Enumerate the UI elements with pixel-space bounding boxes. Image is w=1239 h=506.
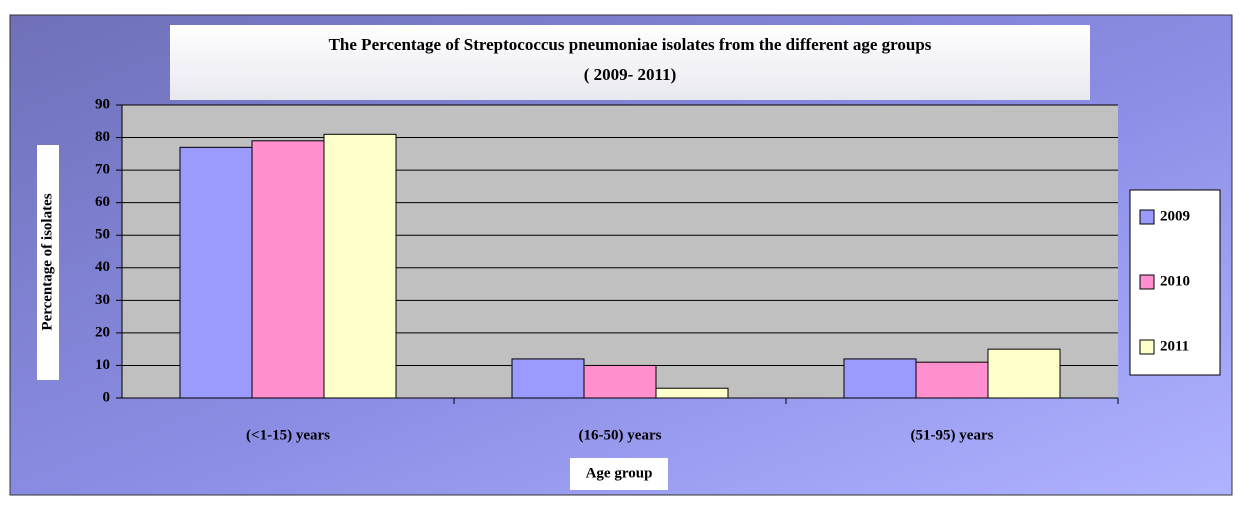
bar — [251, 140, 325, 399]
x-tick-label: (51-95) years — [911, 427, 994, 443]
y-label-box — [37, 145, 59, 380]
title-box — [170, 25, 1090, 100]
chart-subtitle: ( 2009- 2011) — [584, 65, 677, 84]
bar — [655, 387, 729, 399]
x-axis-label: Age group — [586, 465, 653, 481]
legend-label: 2010 — [1160, 273, 1190, 289]
y-tick-label: 30 — [95, 292, 110, 308]
bar — [179, 146, 253, 399]
y-tick-label: 10 — [95, 357, 110, 373]
y-tick-label: 40 — [95, 259, 110, 275]
bar — [323, 133, 397, 399]
y-axis-label: Percentage of isolates — [39, 193, 55, 330]
y-tick-label: 70 — [95, 162, 110, 178]
y-tick-label: 80 — [95, 129, 110, 145]
y-tick-label: 60 — [95, 194, 110, 210]
y-tick-label: 50 — [95, 227, 110, 243]
bar — [511, 358, 585, 399]
bar — [915, 361, 989, 399]
legend-swatch — [1139, 274, 1155, 290]
y-tick-label: 20 — [95, 324, 110, 340]
legend-swatch — [1139, 209, 1155, 225]
legend-label: 2011 — [1160, 338, 1189, 354]
bar — [583, 364, 657, 399]
bar — [843, 358, 917, 399]
y-tick-label: 0 — [103, 389, 111, 405]
y-tick-label: 90 — [95, 96, 110, 112]
x-tick-label: (16-50) years — [579, 427, 662, 443]
x-tick-label: (<1-15) years — [246, 427, 330, 443]
chart-title: The Percentage of Streptococcus pneumoni… — [329, 35, 932, 54]
legend-label: 2009 — [1160, 208, 1190, 224]
bar — [987, 348, 1061, 399]
x-label-box — [570, 458, 668, 490]
legend-swatch — [1139, 339, 1155, 355]
